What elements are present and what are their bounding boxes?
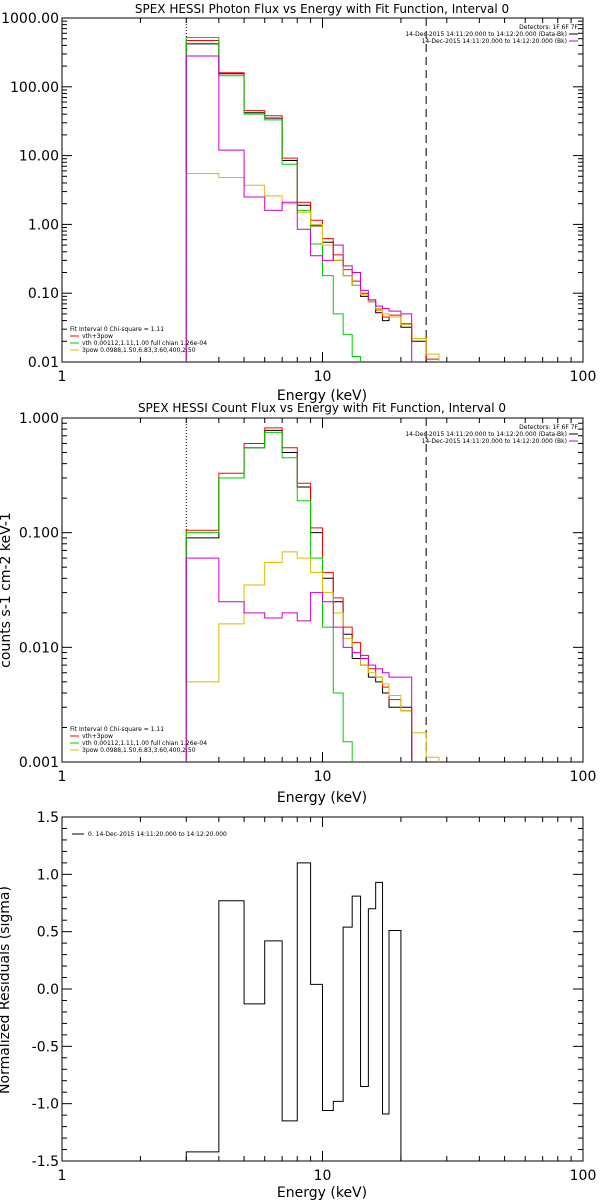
- legend-entry: vth 0.00112,1.11,1.00 full chian 1.26e-0…: [82, 740, 207, 747]
- series-line: [185, 43, 427, 362]
- x-tick-label: 100: [570, 1168, 597, 1184]
- y-tick-label: 1.0: [37, 867, 59, 883]
- count-flux-xlabel: Energy (keV): [277, 790, 367, 806]
- series-line: [185, 431, 353, 762]
- y-tick-label: 1.00: [28, 217, 59, 233]
- y-tick-label: 0.5: [37, 925, 59, 941]
- x-tick-label: 10: [314, 369, 332, 385]
- photon-flux-panel: SPEX HESSI Photon Flux vs Energy with Fi…: [1, 2, 596, 404]
- plot-area: [185, 427, 440, 762]
- axes-frame: [61, 17, 584, 363]
- y-tick-label: 0.10: [28, 286, 59, 302]
- x-tick-label: 10: [314, 769, 332, 785]
- legend-entry: vth 0.00112,1.11,1.00 full chian 1.26e-0…: [82, 340, 207, 347]
- legend-entry: 14-Dec-2015 14:11:20.000 to 14:12:20.000…: [405, 31, 567, 38]
- y-tick-label: 0.100: [19, 526, 59, 542]
- y-tick-label: -0.5: [32, 1039, 59, 1055]
- legend-entry: vth+3pow: [82, 733, 113, 740]
- legend-entry: vth+3pow: [82, 333, 113, 340]
- plot-area: [185, 37, 440, 362]
- y-tick-label: 100.00: [10, 80, 59, 96]
- residuals-xlabel: Energy (keV): [277, 1185, 367, 1200]
- x-tick-label: 1: [58, 769, 67, 785]
- legend-header: Fit Interval 0 Chi-square = 1.11: [70, 326, 164, 333]
- plot-area: [185, 862, 427, 1161]
- y-tick-label: 0.01: [28, 355, 59, 371]
- legend-header: Detectors: 1F 6F 7F: [519, 424, 578, 431]
- series-line: [185, 37, 362, 362]
- series-line: [185, 429, 413, 762]
- residuals-panel: Energy (keV) Normalized Residuals (sigma…: [0, 810, 596, 1200]
- legend-header: Fit Interval 0 Chi-square = 1.11: [70, 726, 164, 733]
- series-line: [185, 557, 413, 762]
- series-line: [185, 862, 427, 1161]
- count-flux-panel: SPEX HESSI Count Flux vs Energy with Fit…: [0, 401, 596, 806]
- x-tick-label: 1: [58, 369, 67, 385]
- y-tick-label: 0.001: [19, 755, 59, 771]
- y-tick-label: 1000.00: [1, 11, 59, 27]
- residuals-ylabel: Normalized Residuals (sigma): [0, 886, 13, 1094]
- series-line: [185, 172, 440, 362]
- y-tick-label: 1.000: [19, 411, 59, 427]
- y-tick-label: -1.5: [32, 1154, 59, 1170]
- series-line: [185, 551, 440, 762]
- x-tick-label: 10: [314, 1168, 332, 1184]
- x-tick-label: 1: [58, 1168, 67, 1184]
- legend-entry: 3pow 0.0988,1.50,6.83,3.60,400,2.50: [82, 347, 196, 354]
- legend-entry: 0. 14-Dec-2015 14:11:20.000 to 14:12:20.…: [88, 831, 227, 838]
- series-line: [185, 55, 413, 362]
- y-tick-label: 1.5: [37, 810, 59, 826]
- series-line: [185, 40, 440, 362]
- count-flux-title: SPEX HESSI Count Flux vs Energy with Fit…: [138, 401, 506, 415]
- count-flux-ylabel: counts s-1 cm-2 keV-1: [0, 512, 14, 668]
- y-tick-label: -1.0: [32, 1097, 59, 1113]
- x-tick-label: 100: [570, 769, 597, 785]
- legend-entry: 14-Dec-2015 14:11:20.000 to 14:12:20.000…: [422, 438, 567, 445]
- legend-entry: 14-Dec-2015 14:11:20.000 to 14:12:20.000…: [422, 38, 567, 45]
- photon-flux-xlabel: Energy (keV): [277, 388, 367, 404]
- legend-header: Detectors: 1F 6F 7F: [519, 24, 578, 31]
- x-tick-label: 100: [570, 369, 597, 385]
- photon-flux-title: SPEX HESSI Photon Flux vs Energy with Fi…: [135, 2, 509, 16]
- legend-entry: 3pow 0.0988,1.50,6.83,3.60,400,2.50: [82, 747, 196, 754]
- y-tick-label: 10.00: [19, 149, 59, 165]
- y-tick-label: 0.010: [19, 640, 59, 656]
- y-tick-label: 0.0: [37, 982, 59, 998]
- legend-entry: 14-Dec-2015 14:11:20.000 to 14:12:20.000…: [405, 431, 567, 438]
